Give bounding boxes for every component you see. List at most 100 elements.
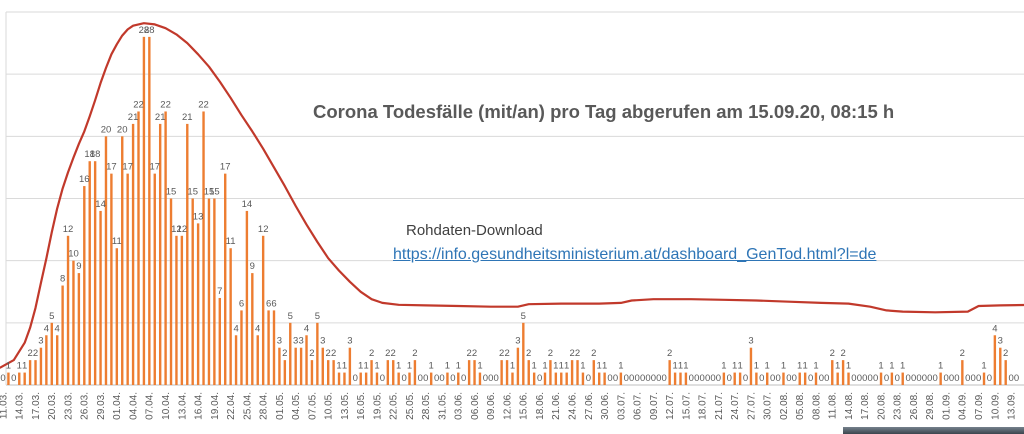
- svg-text:2: 2: [569, 348, 574, 359]
- svg-text:0: 0: [483, 373, 488, 384]
- svg-text:25.04.: 25.04.: [242, 392, 253, 420]
- svg-text:01.09.: 01.09.: [942, 392, 953, 420]
- svg-text:0: 0: [824, 373, 829, 384]
- svg-text:0: 0: [439, 373, 444, 384]
- svg-text:14: 14: [242, 199, 253, 210]
- svg-text:17.03.: 17.03.: [31, 392, 42, 420]
- svg-text:1: 1: [781, 361, 786, 372]
- svg-text:09.06.: 09.06.: [486, 392, 497, 420]
- svg-text:1: 1: [564, 361, 569, 372]
- svg-text:19.04.: 19.04.: [210, 392, 221, 420]
- svg-text:1: 1: [797, 361, 802, 372]
- svg-text:0: 0: [656, 373, 661, 384]
- svg-text:0: 0: [727, 373, 732, 384]
- svg-text:04.09.: 04.09.: [958, 392, 969, 420]
- svg-text:2: 2: [548, 348, 553, 359]
- svg-text:24.07.: 24.07.: [730, 392, 741, 420]
- svg-text:05.08.: 05.08.: [795, 392, 806, 420]
- svg-text:1: 1: [765, 361, 770, 372]
- svg-text:5: 5: [521, 311, 526, 322]
- svg-text:21: 21: [155, 112, 166, 123]
- svg-text:17: 17: [150, 162, 161, 173]
- svg-text:2: 2: [33, 348, 38, 359]
- svg-text:14: 14: [95, 199, 106, 210]
- svg-text:12.06.: 12.06.: [503, 392, 514, 420]
- svg-text:0: 0: [645, 373, 650, 384]
- svg-text:28: 28: [144, 25, 155, 36]
- svg-text:1: 1: [678, 361, 683, 372]
- svg-text:15: 15: [166, 187, 177, 198]
- svg-text:1: 1: [580, 361, 585, 372]
- svg-text:3: 3: [748, 336, 753, 347]
- svg-text:1: 1: [342, 361, 347, 372]
- svg-text:6: 6: [271, 298, 276, 309]
- gridlines: [5, 11, 1024, 386]
- svg-text:01.05.: 01.05.: [275, 392, 286, 420]
- download-link[interactable]: https://info.gesundheitsministerium.at/d…: [393, 245, 877, 266]
- svg-text:27.06.: 27.06.: [584, 392, 595, 420]
- svg-text:0: 0: [905, 373, 910, 384]
- svg-text:16: 16: [79, 174, 90, 185]
- svg-text:15: 15: [204, 187, 215, 198]
- svg-text:04.05.: 04.05.: [291, 392, 302, 420]
- svg-text:10.09.: 10.09.: [990, 392, 1001, 420]
- svg-text:2: 2: [369, 348, 374, 359]
- svg-text:0: 0: [759, 373, 764, 384]
- svg-text:0: 0: [976, 373, 981, 384]
- svg-text:23.08.: 23.08.: [893, 392, 904, 420]
- svg-text:0: 0: [965, 373, 970, 384]
- svg-text:0: 0: [380, 373, 385, 384]
- svg-text:1: 1: [835, 361, 840, 372]
- svg-text:22.05.: 22.05.: [389, 392, 400, 420]
- svg-text:3: 3: [998, 336, 1003, 347]
- svg-text:2: 2: [326, 348, 331, 359]
- svg-text:30.07.: 30.07.: [763, 392, 774, 420]
- svg-text:0: 0: [987, 373, 992, 384]
- svg-text:0: 0: [607, 373, 612, 384]
- svg-text:12: 12: [63, 224, 74, 235]
- svg-text:0: 0: [911, 373, 916, 384]
- svg-text:26.03.: 26.03.: [80, 392, 91, 420]
- svg-text:2: 2: [27, 348, 32, 359]
- svg-text:0: 0: [775, 373, 780, 384]
- svg-text:0: 0: [1008, 373, 1013, 384]
- svg-text:0: 0: [640, 373, 645, 384]
- svg-text:11: 11: [226, 236, 236, 247]
- svg-text:2: 2: [575, 348, 580, 359]
- svg-text:08.08.: 08.08.: [811, 392, 822, 420]
- svg-text:13.05.: 13.05.: [340, 392, 351, 420]
- svg-text:2: 2: [526, 348, 531, 359]
- svg-text:1: 1: [396, 361, 401, 372]
- svg-text:4: 4: [44, 323, 49, 334]
- svg-text:0: 0: [353, 373, 358, 384]
- svg-text:2: 2: [667, 348, 672, 359]
- svg-text:21.07.: 21.07.: [714, 392, 725, 420]
- svg-text:1: 1: [445, 361, 450, 372]
- svg-text:0: 0: [700, 373, 705, 384]
- svg-text:0: 0: [694, 373, 699, 384]
- svg-text:0: 0: [1014, 373, 1019, 384]
- svg-text:04.04.: 04.04.: [129, 392, 140, 420]
- svg-text:20: 20: [101, 124, 112, 135]
- svg-text:25.05.: 25.05.: [405, 392, 416, 420]
- svg-text:0: 0: [927, 373, 932, 384]
- svg-text:6: 6: [239, 298, 244, 309]
- svg-text:1: 1: [456, 361, 461, 372]
- svg-text:3: 3: [320, 336, 325, 347]
- svg-text:15.07.: 15.07.: [681, 392, 692, 420]
- svg-text:1: 1: [363, 361, 368, 372]
- svg-text:1: 1: [358, 361, 363, 372]
- svg-text:1: 1: [510, 361, 515, 372]
- svg-text:4: 4: [304, 323, 309, 334]
- svg-text:1: 1: [602, 361, 607, 372]
- svg-text:0: 0: [943, 373, 948, 384]
- chart-title: Corona Todesfälle (mit/an) pro Tag abger…: [313, 100, 895, 124]
- svg-text:1: 1: [732, 361, 737, 372]
- svg-text:0: 0: [895, 373, 900, 384]
- svg-text:2: 2: [591, 348, 596, 359]
- svg-text:12: 12: [171, 224, 182, 235]
- svg-text:4: 4: [255, 323, 260, 334]
- svg-text:0: 0: [434, 373, 439, 384]
- svg-text:22: 22: [198, 100, 209, 111]
